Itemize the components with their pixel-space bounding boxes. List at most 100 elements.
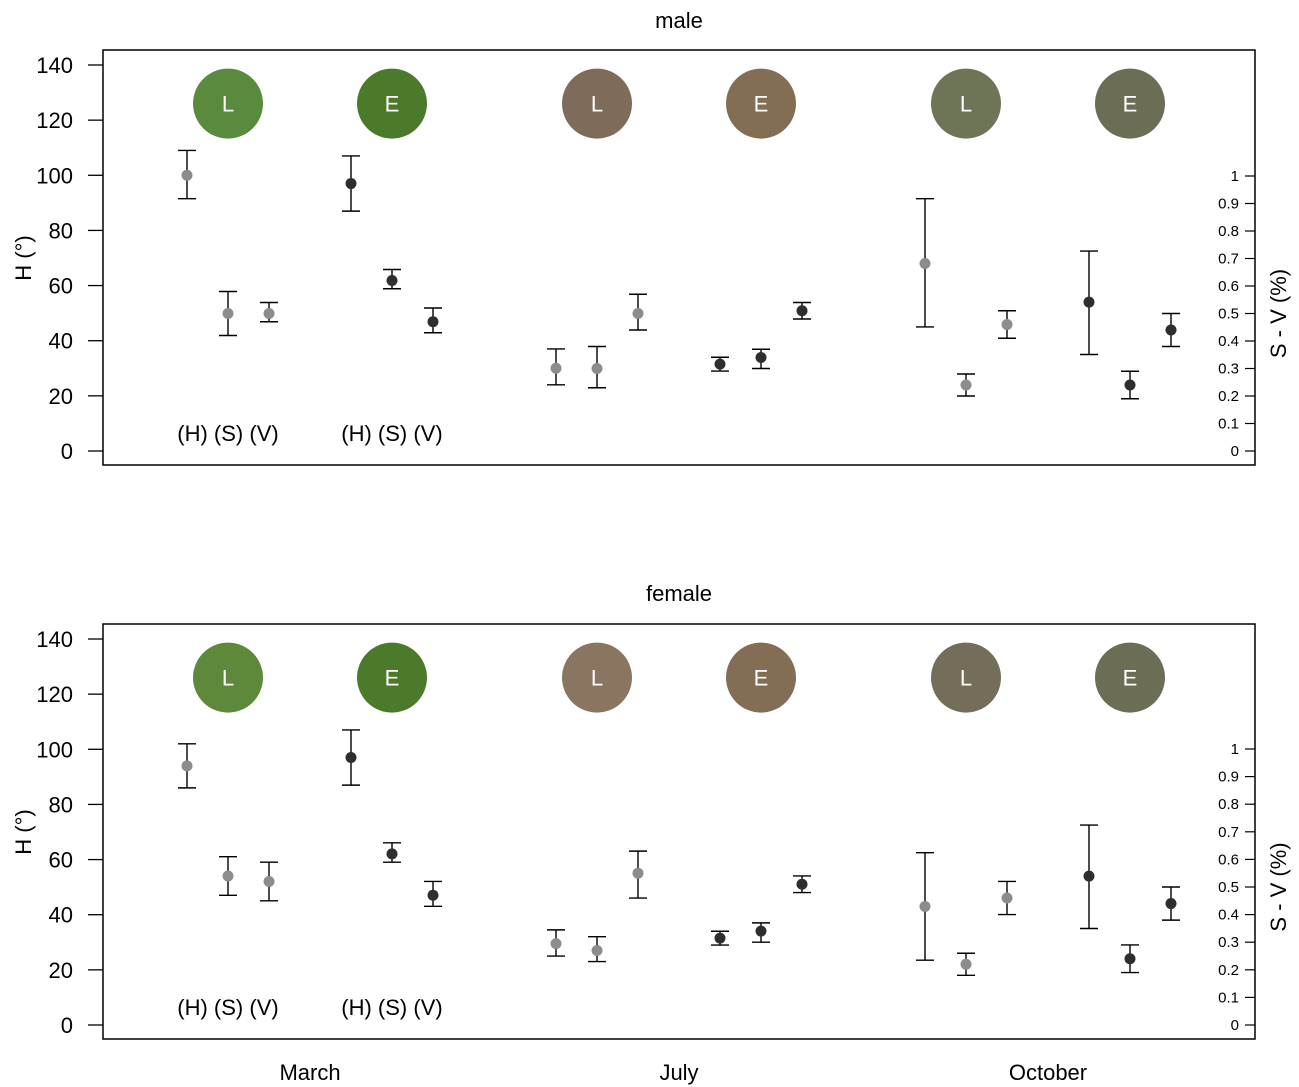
group-e-july: E (711, 642, 811, 946)
data-point (755, 352, 767, 363)
data-point (919, 258, 931, 270)
y-left-tick-label: 140 (36, 627, 73, 652)
data-point (263, 308, 275, 319)
group-l-july: L (547, 642, 647, 963)
swatch-label: L (591, 666, 603, 691)
y-left-axis-label: H (°) (11, 235, 36, 280)
data-point (1001, 892, 1013, 904)
error-bar-h (1080, 250, 1098, 356)
x-axis-label-july: July (659, 1060, 698, 1085)
y-right-tick-label: 0.4 (1218, 333, 1239, 350)
data-point (755, 925, 767, 937)
y-left-axis-label: H (°) (11, 809, 36, 854)
group-l-march: L (178, 642, 278, 902)
data-point (714, 358, 726, 370)
y-right-tick-label: 0.1 (1218, 416, 1239, 433)
error-bar-h (547, 929, 565, 957)
data-point (591, 944, 603, 956)
y-right-tick-label: 1 (1231, 168, 1239, 185)
data-point (386, 848, 398, 860)
error-bar-s (1121, 370, 1139, 400)
variable-legend: (H) (S) (V) (177, 421, 278, 446)
data-point (1124, 379, 1136, 391)
plot-frame (102, 623, 1256, 1040)
data-point (550, 362, 562, 374)
error-bar-h (547, 348, 565, 386)
swatch-label: E (385, 666, 400, 691)
error-bar-v (424, 307, 442, 334)
variable-legend: (H) (S) (V) (341, 995, 442, 1020)
error-bar-v (629, 850, 647, 899)
error-bar-v (1162, 886, 1180, 921)
error-bar-v (424, 880, 442, 908)
y-left-tick-label: 120 (36, 682, 73, 707)
group-e-october: E (1080, 642, 1180, 974)
y-right-tick-label: 0.8 (1218, 796, 1239, 813)
data-point (960, 379, 972, 391)
error-bar-h (916, 851, 934, 961)
group-e-march: E (342, 642, 442, 908)
error-bar-v (793, 301, 811, 320)
data-point (181, 760, 193, 772)
y-left-tick-label: 100 (36, 163, 73, 188)
group-e-july: E (711, 68, 811, 372)
error-bar-v (260, 301, 278, 323)
color-swatch (931, 642, 1001, 713)
y-right-tick-label: 0.3 (1218, 934, 1239, 951)
swatch-label: E (754, 92, 769, 117)
error-bar-s (752, 922, 770, 943)
y-right-tick-label: 0.7 (1218, 251, 1239, 268)
y-right-tick-label: 0.5 (1218, 879, 1239, 896)
color-swatch (357, 68, 427, 139)
data-point (1083, 296, 1095, 308)
color-swatch (1095, 68, 1165, 139)
error-bar-s (219, 855, 237, 896)
color-swatch (1095, 642, 1165, 713)
data-point (1165, 324, 1177, 336)
error-bar-h (178, 149, 196, 200)
data-point (263, 875, 275, 887)
y-right-tick-label: 0.9 (1218, 196, 1239, 213)
data-point (427, 889, 439, 901)
y-left-tick-label: 80 (49, 792, 73, 817)
data-point (591, 363, 603, 374)
y-right-tick-label: 0.6 (1218, 851, 1239, 868)
data-point (1124, 953, 1136, 965)
error-bar-h (1080, 824, 1098, 930)
error-bar-h (178, 743, 196, 789)
y-right-axis-label: S - V (%) (1266, 842, 1291, 931)
data-point (222, 870, 234, 882)
color-swatch (931, 68, 1001, 139)
x-axis-label-march: March (279, 1060, 340, 1085)
y-right-tick-label: 0.5 (1218, 306, 1239, 323)
y-right-axis-label: S - V (%) (1266, 269, 1291, 358)
y-left-tick-label: 20 (49, 384, 73, 409)
swatch-label: L (591, 92, 603, 117)
error-bar-v (629, 293, 647, 331)
swatch-label: E (1123, 92, 1138, 117)
error-bar-s (957, 373, 975, 397)
panel-title: male (655, 8, 703, 33)
group-l-october: L (916, 642, 1016, 977)
color-swatch (357, 642, 427, 713)
y-left-tick-label: 20 (49, 958, 73, 983)
swatch-label: L (960, 92, 972, 117)
data-point (919, 900, 931, 912)
error-bar-v (260, 861, 278, 902)
error-bar-h (711, 356, 729, 372)
y-right-tick-label: 0.2 (1218, 962, 1239, 979)
y-right-tick-label: 0.3 (1218, 361, 1239, 378)
group-l-july: L (547, 68, 647, 389)
data-point (960, 958, 972, 970)
data-point (345, 178, 357, 190)
color-swatch (726, 642, 796, 713)
y-left-tick-label: 100 (36, 737, 73, 762)
error-bar-s (588, 935, 606, 963)
y-left-tick-label: 40 (49, 903, 73, 928)
error-bar-h (342, 729, 360, 786)
data-point (181, 169, 193, 181)
error-bar-h (342, 155, 360, 212)
error-bar-h (711, 930, 729, 946)
y-right-tick-label: 0.2 (1218, 388, 1239, 405)
